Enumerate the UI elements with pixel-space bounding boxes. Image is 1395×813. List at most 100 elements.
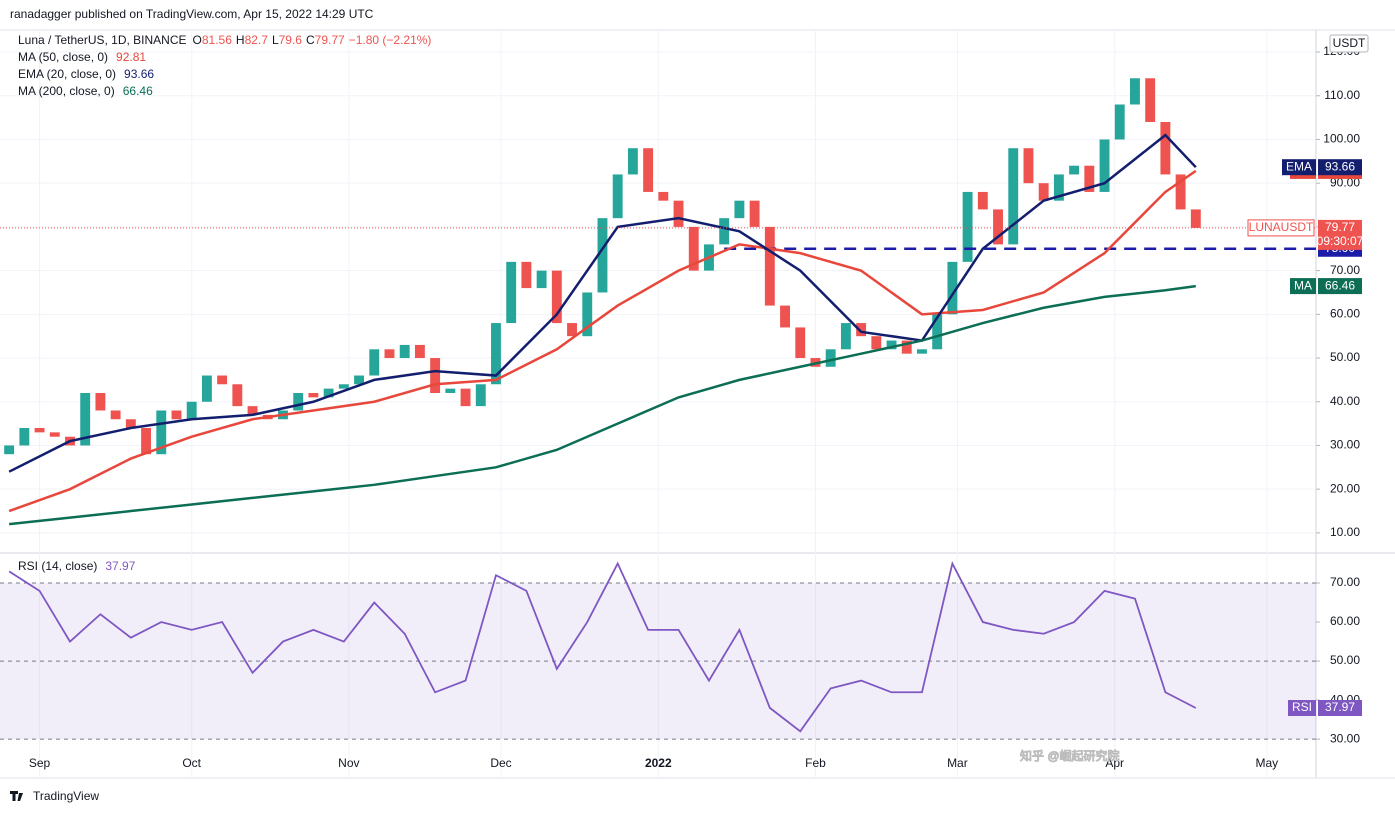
candle [993, 209, 1003, 245]
legend-title: Luna / TetherUS, 1D, BINANCE O81.56 H82.7 L… [18, 33, 431, 47]
candle [1053, 174, 1064, 201]
currency: USDT [1333, 36, 1366, 50]
candle [232, 384, 243, 407]
legend-name: MA (50, close, 0) [18, 50, 108, 64]
moving-average-line [8, 284, 1196, 526]
x-tick-label: Dec [490, 756, 511, 770]
ohlc-label: H [236, 33, 245, 47]
legend-name: MA (200, close, 0) [18, 84, 115, 98]
ma-tag-name: EMA [1286, 159, 1312, 173]
candle [4, 445, 15, 455]
candle [856, 323, 867, 337]
candle [734, 200, 745, 219]
candle [95, 393, 106, 411]
candle [795, 327, 806, 359]
symbol-tag-price-box [1318, 219, 1362, 250]
symbol-title: Luna / TetherUS, 1D, BINANCE [18, 33, 187, 47]
candle [521, 261, 532, 289]
ohlc-label: L [272, 33, 279, 47]
candle [901, 340, 912, 354]
ma-tag-value: 66.46 [1325, 278, 1355, 292]
x-tick-label: Nov [338, 756, 359, 770]
y-tick-label: 110.00 [1324, 88, 1360, 102]
rsi-tag-value: 37.97 [1325, 700, 1355, 714]
candle [354, 375, 364, 385]
candle [110, 410, 121, 420]
candle [932, 314, 943, 350]
candle [582, 292, 593, 337]
candle [1023, 148, 1034, 184]
candle [414, 344, 425, 359]
candle [369, 349, 380, 376]
currency-box [1329, 34, 1369, 53]
ohlc-label: C [306, 33, 315, 47]
ohlc-value: 82.7 [245, 33, 269, 47]
candle [1069, 165, 1080, 175]
moving-average-line [8, 169, 1197, 513]
legend-entry: MA (200, close, 0) 66.46 [18, 84, 153, 98]
candle [567, 323, 577, 337]
y-tick-label: 100.00 [1323, 132, 1360, 146]
candle [597, 218, 608, 293]
candle [825, 349, 836, 367]
candle [1130, 78, 1140, 105]
ma-tag-box [1318, 159, 1362, 176]
candle [1114, 104, 1125, 140]
ma-tag-name-box [1290, 278, 1316, 295]
symbol-tag-countdown: 09:30:07 [1317, 234, 1364, 248]
candle [719, 218, 730, 245]
header: ranadagger published on TradingView.com,… [10, 7, 374, 21]
moving-average-line [8, 133, 1197, 473]
candle [917, 349, 927, 354]
ohlc-value: 79.77 [315, 33, 345, 47]
y-tick-label: 60.00 [1330, 306, 1360, 320]
footer: TradingView [33, 789, 99, 803]
ohlc-label: O [193, 33, 202, 47]
ohlc-value: 81.56 [202, 33, 232, 47]
legend-value: 66.46 [123, 84, 153, 98]
x-tick-label: Mar [947, 756, 968, 770]
symbol-tag-box [1247, 219, 1315, 237]
candle [749, 200, 760, 227]
ma-tag-value: 93.66 [1325, 159, 1355, 173]
candle [460, 388, 471, 407]
candle [201, 375, 212, 402]
candle [34, 427, 45, 433]
candle [673, 200, 684, 227]
candle [840, 323, 851, 350]
candle [1145, 78, 1156, 122]
candle [430, 358, 441, 394]
x-tick-label: Sep [29, 756, 51, 770]
candle [871, 336, 882, 350]
candle [1099, 139, 1110, 192]
change: −1.80 (−2.21%) [349, 33, 432, 47]
rsi-legend-name: RSI (14, close) [18, 559, 97, 573]
candle [1175, 174, 1186, 210]
candle [886, 340, 897, 350]
rsi-tag-name-box [1288, 700, 1316, 717]
candle [962, 191, 973, 262]
x-tick-label: 2022 [645, 756, 672, 770]
candle [780, 305, 790, 328]
candle [764, 226, 775, 306]
rsi-tag-box [1318, 700, 1362, 717]
candle [475, 384, 486, 407]
candle [338, 384, 349, 389]
y-tick-label: 30.00 [1330, 438, 1360, 452]
x-tick-label: Apr [1105, 756, 1124, 770]
ohlc-value: 79.6 [279, 33, 303, 47]
candle [156, 410, 167, 455]
candle [1008, 148, 1019, 245]
rsi-tag-name: RSI [1292, 700, 1312, 714]
y-tick-label: 10.00 [1330, 525, 1360, 539]
legend-name: EMA (20, close, 0) [18, 67, 116, 81]
y-tick-label: 50.00 [1330, 653, 1360, 667]
candle [171, 410, 182, 420]
candle [643, 148, 654, 192]
legend-value: 93.66 [124, 67, 154, 81]
x-tick-label: Oct [182, 756, 201, 770]
rsi-line [8, 560, 1197, 733]
y-tick-label: 40.00 [1330, 394, 1360, 408]
candle [80, 393, 91, 446]
y-tick-label: 70.00 [1330, 575, 1360, 589]
